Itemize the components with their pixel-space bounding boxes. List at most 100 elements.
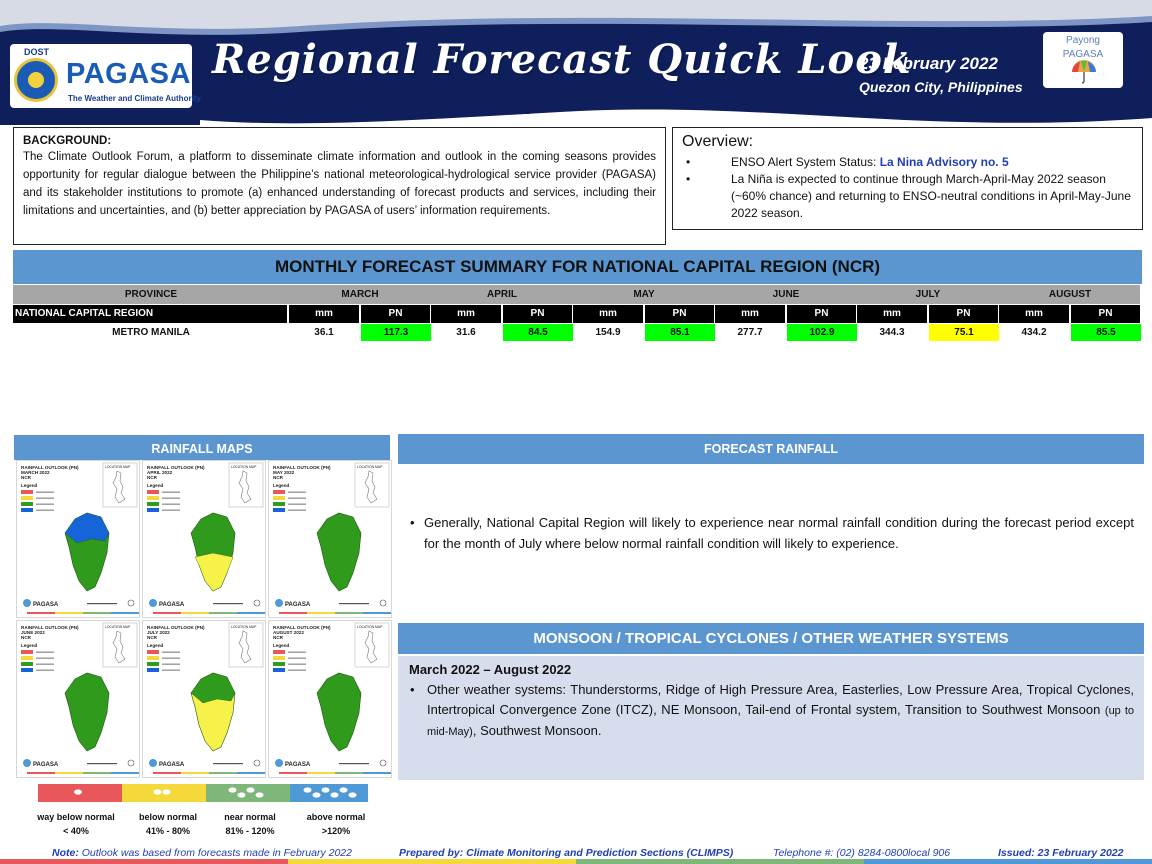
monsoon-period: March 2022 – August 2022 <box>409 662 572 677</box>
map-logo-seal <box>275 759 283 767</box>
payong-pagasa-logo: Payong PAGASA <box>1043 32 1123 88</box>
map-legend-swatch <box>147 496 159 500</box>
map-legend-text-line <box>36 663 54 665</box>
cloud-shape <box>255 792 264 798</box>
map-footer-stripe <box>55 772 83 774</box>
map-footer-stripe <box>335 772 363 774</box>
map-legend-heading: Legend <box>21 643 38 648</box>
map-legend-text-line <box>36 509 54 511</box>
region-label: NATIONAL CAPITAL REGION <box>13 305 287 323</box>
forecast-period: March 2022 – August 2022 <box>318 99 530 118</box>
map-legend-swatch <box>21 502 33 506</box>
map-month: JUNE 2022 <box>21 630 45 635</box>
background-heading: BACKGROUND: <box>23 135 112 147</box>
scale-bar <box>87 603 117 605</box>
map-title: RAINFALL OUTLOOK (PN) <box>147 625 205 630</box>
background-text: The Climate Outlook Forum, a platform to… <box>23 151 656 217</box>
cloud-shape <box>162 789 171 795</box>
location-inset-label: LOCATION MAP <box>357 625 383 629</box>
map-legend-heading: Legend <box>147 643 164 648</box>
map-region: NCR <box>147 635 158 640</box>
map-month: MAY 2022 <box>273 470 295 475</box>
seal-icon <box>14 58 58 102</box>
monsoon-text-main: Other weather systems: Thunderstorms, Ri… <box>427 682 1134 717</box>
map-legend-swatch <box>21 656 33 660</box>
monsoon-section: March 2022 – August 2022 • Other weather… <box>398 656 1144 780</box>
map-logo-seal <box>149 759 157 767</box>
overview-item-lanina: • La Niña is expected to continue throug… <box>682 171 1133 222</box>
map-footer-stripe <box>209 612 237 614</box>
map-logo-seal <box>23 599 31 607</box>
mm-value: 434.2 <box>1021 327 1047 338</box>
map-footer-stripe <box>335 612 363 614</box>
pn-header: PN <box>645 305 714 323</box>
pn-header: PN <box>361 305 430 323</box>
payong-line2: PAGASA <box>1062 49 1104 60</box>
map-legend-text-line <box>162 669 180 671</box>
pn-value: 102.9 <box>787 324 857 341</box>
map-month: JULY 2022 <box>147 630 170 635</box>
legend-swatch <box>290 784 368 802</box>
forecast-rainfall-body: Generally, National Capital Region will … <box>424 515 1134 551</box>
pn-header: PN <box>929 305 998 323</box>
month-header-march: MARCH <box>341 289 379 300</box>
map-legend-heading: Legend <box>273 643 290 648</box>
monsoon-heading: MONSOON / TROPICAL CYCLONES / OTHER WEAT… <box>398 623 1144 654</box>
legend-label: below normal <box>138 812 197 822</box>
map-footer-stripe <box>55 612 83 614</box>
location-inset-label: LOCATION MAP <box>105 625 131 629</box>
map-footer-stripe <box>237 612 265 614</box>
rainfall-map-grid: RAINFALL OUTLOOK (PN) MARCH 2022 NCR Legend… <box>14 460 392 780</box>
rainfall-map-july: RAINFALL OUTLOOK (PN) JULY 2022 NCR Legend L… <box>142 620 266 778</box>
map-footer-stripe <box>279 772 307 774</box>
map-legend-text-line <box>36 503 54 505</box>
location-inset-label: LOCATION MAP <box>105 465 131 469</box>
map-legend-text-line <box>162 509 180 511</box>
map-legend-text-line <box>288 497 306 499</box>
map-logo-text: PAGASA <box>159 762 185 768</box>
map-logo-text: PAGASA <box>285 602 311 608</box>
footer-stripe-green <box>576 859 864 864</box>
umbrella-icon <box>1072 60 1096 84</box>
map-legend-text-line <box>288 651 306 653</box>
footer-prepared: Prepared by: Climate Monitoring and Pred… <box>399 847 734 859</box>
map-footer-stripe <box>181 772 209 774</box>
map-legend-swatch <box>273 650 285 654</box>
province-header: PROVINCE <box>124 289 178 300</box>
cloud-shape <box>303 787 312 793</box>
ncr-area <box>316 512 362 592</box>
bullet-icon: • <box>410 515 415 530</box>
map-title: RAINFALL OUTLOOK (PN) <box>147 465 205 470</box>
compass-icon <box>379 759 387 767</box>
map-footer-stripe <box>27 612 55 614</box>
map-legend-text-line <box>288 509 306 511</box>
header-banner <box>0 0 1152 125</box>
map-footer-stripe <box>181 612 209 614</box>
cloud-icon <box>228 787 264 798</box>
map-footer-stripe <box>279 612 307 614</box>
map-legend-swatch <box>147 490 159 494</box>
map-legend-text-line <box>162 657 180 659</box>
cloud-icon <box>153 789 171 795</box>
scale-bar <box>213 763 243 765</box>
map-legend-swatch <box>273 656 285 660</box>
map-logo-text: PAGASA <box>285 762 311 768</box>
map-legend-swatch <box>21 668 33 672</box>
map-legend-text-line <box>36 497 54 499</box>
map-legend-swatch <box>21 662 33 666</box>
map-footer-stripe <box>111 612 139 614</box>
mm-value: 36.1 <box>314 327 334 338</box>
map-legend-swatch <box>21 490 33 494</box>
pn-legend <box>38 784 368 802</box>
map-legend-swatch <box>147 656 159 660</box>
map-footer-stripe <box>209 772 237 774</box>
map-legend-text-line <box>36 491 54 493</box>
scale-bar <box>339 763 369 765</box>
compass-icon <box>253 599 261 607</box>
issue-location: Quezon City, Philippines <box>859 79 1023 95</box>
ncr-area <box>64 672 110 752</box>
map-title: RAINFALL OUTLOOK (PN) <box>273 625 331 630</box>
payong-line1: Payong <box>1066 35 1100 46</box>
pn-header: PN <box>1071 305 1140 323</box>
